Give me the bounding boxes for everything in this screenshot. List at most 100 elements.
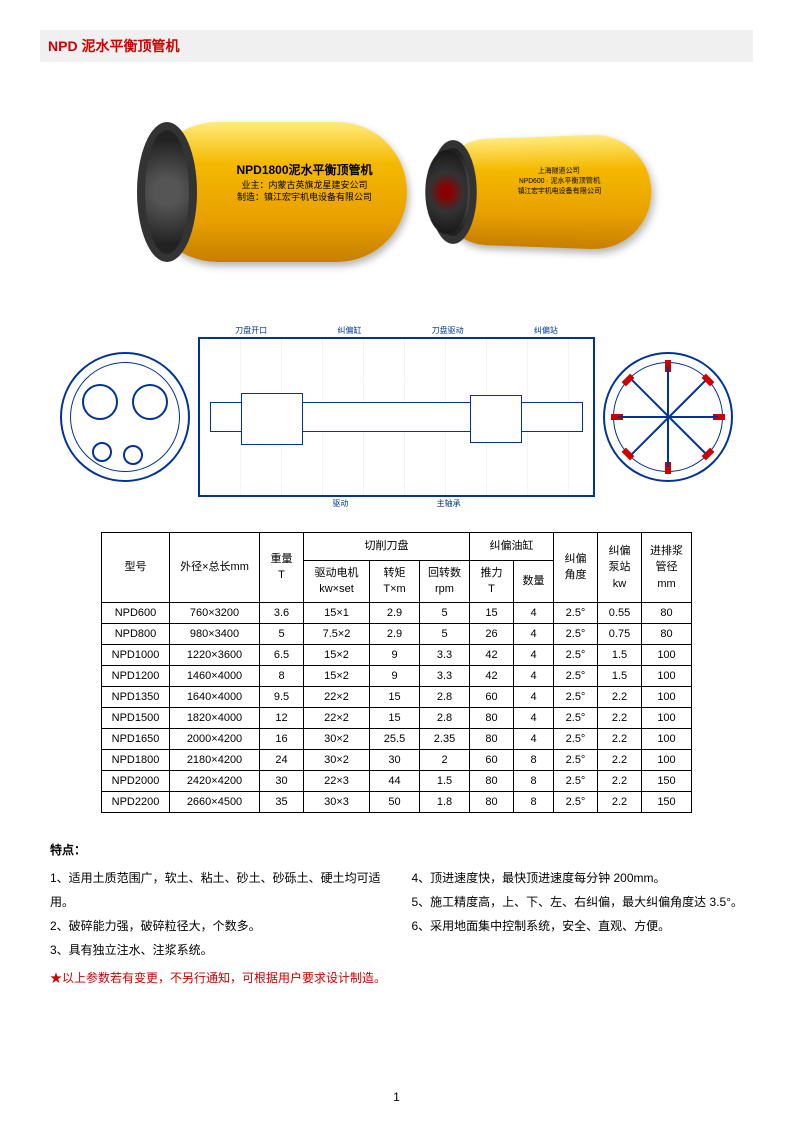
- table-cell: 35: [260, 791, 304, 812]
- table-cell: 100: [642, 665, 692, 686]
- table-cell: 80: [470, 770, 514, 791]
- table-cell: 2.35: [420, 728, 470, 749]
- machine1-owner: 业主：内蒙古英旗龙星建安公司: [237, 179, 373, 192]
- table-cell: 1.8: [420, 791, 470, 812]
- table-cell: 100: [642, 644, 692, 665]
- table-cell: 44: [370, 770, 420, 791]
- table-cell: 15: [370, 707, 420, 728]
- table-cell: 8: [514, 791, 554, 812]
- product-photo-area: NPD1800泥水平衡顶管机 业主：内蒙古英旗龙星建安公司 制造：镇江宏宇机电设…: [60, 82, 733, 302]
- diagram-area: 刀盘开口 纠偏缸 刀盘驱动 纠偏站 驱动 主轴承: [60, 322, 733, 512]
- table-cell: 2.5°: [554, 686, 598, 707]
- th-rpm: 回转数 rpm: [420, 560, 470, 602]
- table-cell: 5: [420, 602, 470, 623]
- machine1-maker: 制造：镇江宏宇机电设备有限公司: [237, 191, 373, 204]
- table-cell: 16: [260, 728, 304, 749]
- feature-item: 4、顶进速度快，最快顶进速度每分钟 200mm。: [412, 866, 744, 890]
- table-row: NPD12001460×4000815×293.34242.5°1.5100: [102, 665, 692, 686]
- spec-table: 型号 外径×总长mm 重量 T 切削刀盘 纠偏油缸 纠偏 角度 纠偏 泵站 kw…: [101, 532, 692, 813]
- th-cutter: 切削刀盘: [304, 533, 470, 561]
- diagram-cutter-view: [603, 352, 733, 482]
- table-cell: 5: [420, 623, 470, 644]
- table-cell: 2.2: [598, 686, 642, 707]
- table-cell: 2420×4200: [170, 770, 260, 791]
- table-cell: 30×2: [304, 728, 370, 749]
- table-cell: 2.5°: [554, 623, 598, 644]
- table-cell: 22×2: [304, 686, 370, 707]
- table-cell: 150: [642, 791, 692, 812]
- table-cell: 42: [470, 644, 514, 665]
- table-cell: 22×3: [304, 770, 370, 791]
- features-heading: 特点：: [50, 838, 743, 862]
- table-cell: 24: [260, 749, 304, 770]
- feature-item: 1、适用土质范围广，软土、粘土、砂土、砂砾土、硬土均可适用。: [50, 866, 382, 914]
- table-cell: 30×3: [304, 791, 370, 812]
- table-cell: 4: [514, 644, 554, 665]
- table-cell: 2.5°: [554, 791, 598, 812]
- diag-label: 刀盘开口: [235, 325, 267, 336]
- table-cell: 2.5°: [554, 728, 598, 749]
- th-weight: 重量 T: [260, 533, 304, 603]
- table-cell: 50: [370, 791, 420, 812]
- table-cell: 1640×4000: [170, 686, 260, 707]
- table-cell: NPD2000: [102, 770, 170, 791]
- th-pump: 纠偏 泵站 kw: [598, 533, 642, 603]
- table-cell: 4: [514, 707, 554, 728]
- th-torque: 转矩 T×m: [370, 560, 420, 602]
- feature-item: 3、具有独立注水、注浆系统。: [50, 938, 382, 962]
- table-cell: 2.5°: [554, 770, 598, 791]
- table-cell: 5: [260, 623, 304, 644]
- machine-photo-1: NPD1800泥水平衡顶管机 业主：内蒙古英旗龙星建安公司 制造：镇江宏宇机电设…: [147, 122, 407, 262]
- table-cell: 15: [370, 686, 420, 707]
- features-col-right: 4、顶进速度快，最快顶进速度每分钟 200mm。5、施工精度高，上、下、左、右纠…: [412, 866, 744, 962]
- table-cell: 2180×4200: [170, 749, 260, 770]
- table-cell: 4: [514, 686, 554, 707]
- table-cell: 1460×4000: [170, 665, 260, 686]
- th-thrust: 推力 T: [470, 560, 514, 602]
- table-cell: 8: [260, 665, 304, 686]
- table-row: NPD18002180×42002430×23026082.5°2.2100: [102, 749, 692, 770]
- feature-item: 6、采用地面集中控制系统，安全、直观、方便。: [412, 914, 744, 938]
- table-cell: 980×3400: [170, 623, 260, 644]
- table-cell: NPD1350: [102, 686, 170, 707]
- table-cell: 12: [260, 707, 304, 728]
- machine1-model: NPD1800泥水平衡顶管机: [237, 162, 373, 179]
- table-cell: 4: [514, 728, 554, 749]
- th-correction: 纠偏油缸: [470, 533, 554, 561]
- table-cell: 2660×4500: [170, 791, 260, 812]
- table-cell: 15×2: [304, 644, 370, 665]
- th-angle: 纠偏 角度: [554, 533, 598, 603]
- table-cell: 100: [642, 749, 692, 770]
- page-number: 1: [393, 1090, 400, 1104]
- diag-label: 纠偏缸: [337, 325, 361, 336]
- diagram-bottom-labels: 驱动 主轴承: [200, 498, 593, 509]
- table-cell: 60: [470, 749, 514, 770]
- table-cell: 1.5: [598, 644, 642, 665]
- th-motor: 驱动电机 kw×set: [304, 560, 370, 602]
- table-row: NPD20002420×42003022×3441.58082.5°2.2150: [102, 770, 692, 791]
- table-cell: 30×2: [304, 749, 370, 770]
- table-row: NPD600760×32003.615×12.951542.5°0.5580: [102, 602, 692, 623]
- table-cell: 9.5: [260, 686, 304, 707]
- table-cell: 100: [642, 707, 692, 728]
- table-cell: 4: [514, 602, 554, 623]
- table-cell: 1.5: [598, 665, 642, 686]
- table-cell: 1.5: [420, 770, 470, 791]
- title-bar: NPD 泥水平衡顶管机: [40, 30, 753, 62]
- table-cell: 9: [370, 644, 420, 665]
- table-cell: 1220×3600: [170, 644, 260, 665]
- table-cell: 0.55: [598, 602, 642, 623]
- machine-photo-2: 上海隧道公司 NPD600 · 泥水平衡顶管机 镇江宏宇机电设备有限公司: [427, 137, 647, 247]
- table-cell: 100: [642, 686, 692, 707]
- table-cell: 2.5°: [554, 749, 598, 770]
- table-cell: 760×3200: [170, 602, 260, 623]
- table-cell: 2.2: [598, 749, 642, 770]
- table-cell: 80: [470, 728, 514, 749]
- table-cell: NPD1500: [102, 707, 170, 728]
- table-cell: 2.9: [370, 623, 420, 644]
- table-cell: 8: [514, 749, 554, 770]
- table-cell: 3.3: [420, 665, 470, 686]
- table-cell: 80: [470, 707, 514, 728]
- features-section: 特点： 1、适用土质范围广，软土、粘土、砂土、砂砾土、硬土均可适用。2、破碎能力…: [50, 838, 743, 990]
- table-cell: 15×1: [304, 602, 370, 623]
